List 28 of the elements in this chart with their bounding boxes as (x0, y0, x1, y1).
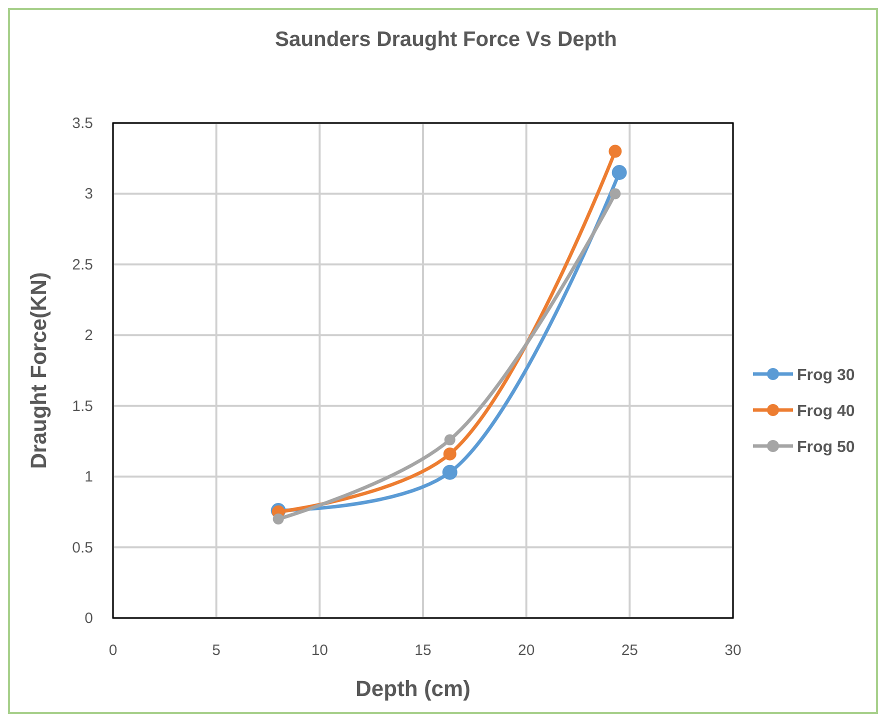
y-tick-label: 3.5 (72, 115, 93, 132)
legend-label: Frog 50 (797, 439, 855, 456)
point (442, 464, 458, 480)
y-axis-title: Draught Force(KN) (26, 272, 51, 469)
y-tick-label: 0.5 (72, 539, 93, 556)
legend-label: Frog 40 (797, 403, 855, 420)
x-tick-label: 20 (518, 642, 535, 659)
x-tick-label: 15 (414, 642, 432, 659)
y-tick-label: 2 (84, 327, 93, 344)
y-tick-label: 1 (84, 468, 93, 486)
x-tick-label: 5 (212, 642, 221, 659)
x-axis-title: Depth (cm) (356, 676, 470, 701)
legend-label: Frog 30 (797, 367, 855, 384)
x-tick-label: 0 (108, 642, 118, 659)
point (608, 144, 622, 158)
point (612, 165, 627, 180)
x-tick-label: 10 (311, 642, 328, 659)
point (272, 514, 284, 524)
y-tick-label: 1.5 (72, 398, 93, 415)
point (444, 434, 456, 446)
x-tick-label: 30 (724, 642, 742, 659)
y-tick-label: 2.5 (72, 256, 93, 274)
point (610, 188, 621, 200)
y-tick-label: 3 (84, 186, 93, 203)
point (443, 447, 456, 460)
y-tick-label: 0 (84, 610, 93, 627)
x-tick-label: 25 (621, 642, 638, 659)
chart-title: Saunders Draught Force Vs Depth (275, 28, 617, 51)
